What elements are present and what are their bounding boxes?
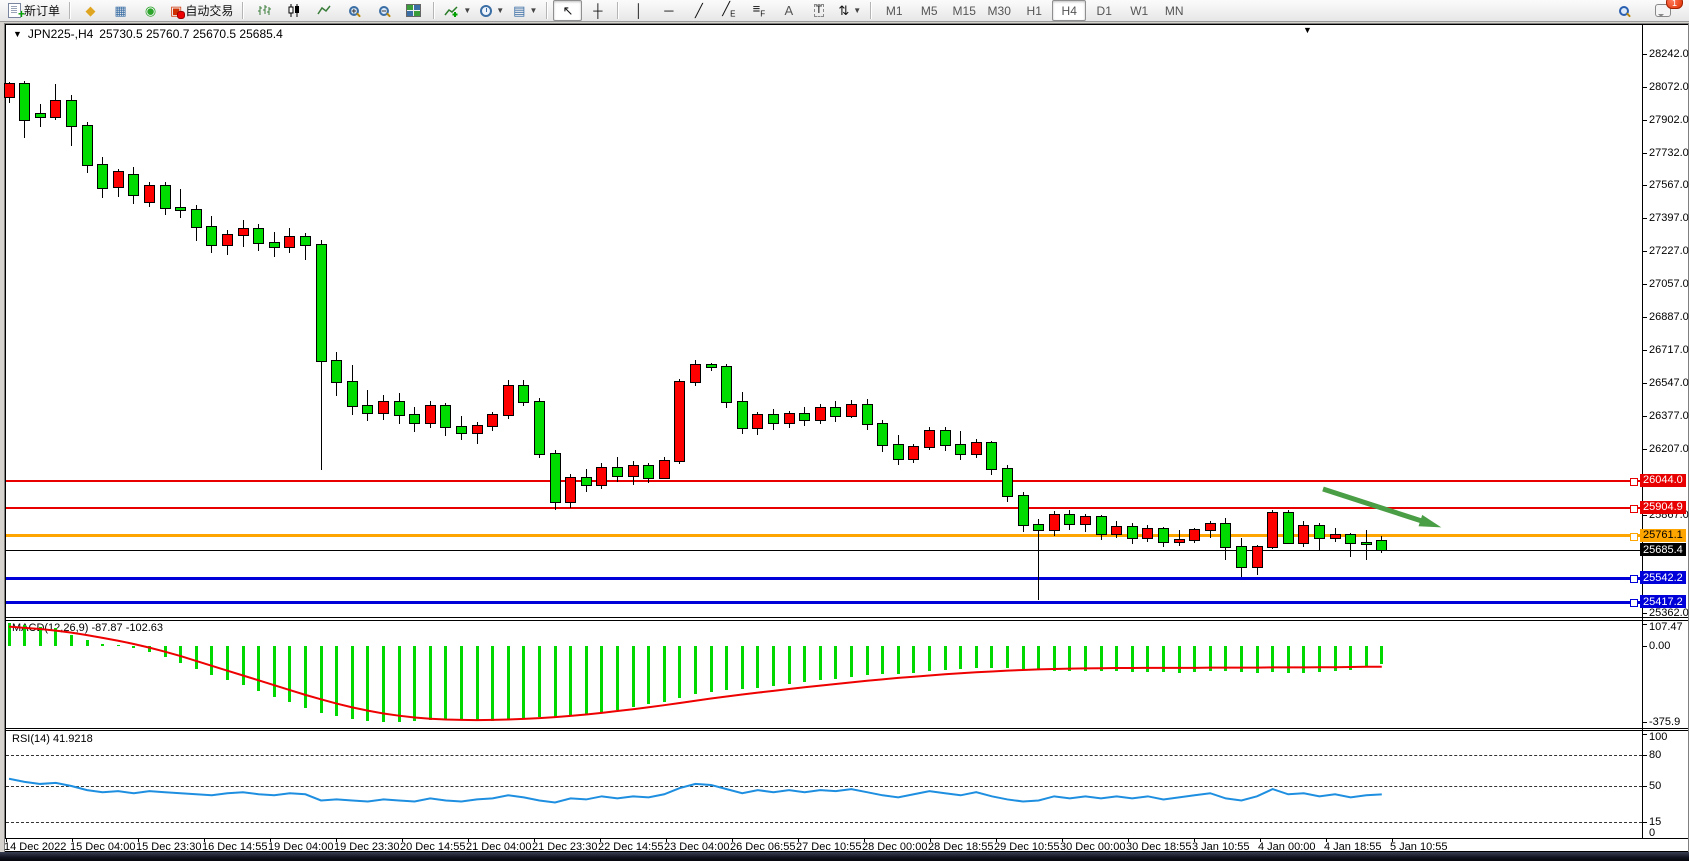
quotes-button[interactable]: ◆ [76,0,105,21]
toolbar: + 新订单 ◆ ▦ ◉ ▣ 自动交易 + − ▼ [0,0,1689,22]
cursor-icon: ↖ [562,3,574,18]
toolbar-separator [617,2,620,19]
channel-icon: ╱E [722,1,736,19]
zoom-out-button[interactable]: − [369,0,398,21]
price-line-handle[interactable] [1630,477,1638,486]
chart-title-row: ▼ JPN225-,H4 25730.5 25760.7 25670.5 256… [13,27,283,41]
fibonacci-icon: ≡F [752,1,766,19]
chart-window[interactable]: ▼ JPN225-,H4 25730.5 25760.7 25670.5 256… [4,23,1689,852]
tile-windows-icon [406,4,422,17]
price-line-handle[interactable] [1630,575,1638,584]
trendline-icon: ╱ [694,3,703,18]
data-window-icon: ▦ [114,3,127,18]
timeframe-group: M1 M5 M15 M30 H1 H4 D1 W1 MN [877,0,1191,21]
toolbar-separator [242,2,245,19]
signals-icon: ◉ [144,3,157,18]
bar-chart-icon [257,5,271,15]
timeframe-H1[interactable]: H1 [1026,3,1042,18]
text-label-tool-button[interactable]: T [804,0,833,21]
tile-windows-button[interactable] [399,0,428,21]
indicators-button[interactable]: ▼ [440,0,475,21]
templates-button[interactable]: ▤ ▼ [509,0,541,21]
channel-tool-button[interactable]: ╱E [714,0,743,21]
dropdown-arrow-icon: ▼ [853,6,862,15]
zoom-out-icon: − [378,5,389,16]
search-button[interactable] [1609,0,1638,21]
toolbar-separator [546,2,549,19]
chart-ohlc-values: 25730.5 25760.7 25670.5 25685.4 [99,27,283,41]
clock-icon [480,4,493,17]
text-icon: A [784,3,794,18]
toolbar-separator [870,2,873,19]
candlestick-mode-button[interactable] [279,0,308,21]
chart-dropdown-arrow[interactable]: ▼ [1303,25,1312,35]
text-label-icon: T [813,4,825,17]
horizontal-line-icon: ─ [664,3,674,18]
fibonacci-tool-button[interactable]: ≡F [744,0,773,21]
periods-button[interactable]: ▼ [476,0,508,21]
cursor-tool-button[interactable]: ↖ [553,0,583,21]
arrows-tool-button[interactable]: ⇅ ▼ [834,0,865,21]
timeframe-M30[interactable]: M30 [987,3,1011,18]
vertical-line-icon: │ [634,3,643,18]
auto-trading-button[interactable]: ▣ 自动交易 [166,0,237,21]
line-chart-icon [317,5,331,15]
signals-button[interactable]: ◉ [136,0,165,21]
horizontal-line-tool-button[interactable]: ─ [654,0,683,21]
template-icon: ▤ [513,3,526,18]
trendline-tool-button[interactable]: ╱ [684,0,713,21]
crosshair-tool-button[interactable]: ┼ [583,0,612,21]
text-tool-button[interactable]: A [774,0,803,21]
new-order-icon: + [8,3,25,21]
dropdown-arrow-icon: ▼ [463,6,472,15]
price-line[interactable] [6,506,1642,509]
search-icon [1618,5,1629,16]
notifications-button[interactable]: 1 [1648,0,1683,21]
notification-badge: 1 [1666,0,1683,9]
timeframe-M15[interactable]: M15 [952,3,976,18]
bar-chart-mode-button[interactable] [249,0,278,21]
price-line[interactable] [6,600,1642,604]
line-chart-mode-button[interactable] [309,0,338,21]
price-line-handle[interactable] [1630,504,1638,513]
status-bar [0,852,1689,861]
vertical-line-tool-button[interactable]: │ [624,0,653,21]
timeframe-H4[interactable]: H4 [1052,0,1087,21]
toolbar-separator [433,2,436,19]
timeframe-W1[interactable]: W1 [1130,3,1149,18]
auto-trading-label: 自动交易 [185,4,234,18]
price-line-handle[interactable] [1630,599,1638,608]
auto-trading-icon: ▣ [170,4,186,19]
price-line-handle[interactable] [1630,532,1638,541]
timeframe-D1[interactable]: D1 [1096,3,1112,18]
toolbar-separator [69,2,72,19]
price-line[interactable] [6,479,1642,482]
quotes-icon: ◆ [85,3,96,18]
price-line[interactable] [6,576,1642,580]
data-window-button[interactable]: ▦ [106,0,135,21]
dropdown-arrow-icon: ▼ [529,6,538,15]
zoom-in-button[interactable]: + [339,0,368,21]
candlestick-icon [288,4,299,17]
new-order-label: 新订单 [24,4,61,18]
chat-bubble-icon [1654,4,1671,17]
symbol-dropdown-icon[interactable]: ▼ [13,29,22,39]
price-line[interactable] [6,534,1642,538]
new-order-button[interactable]: + 新订单 [4,0,64,21]
dropdown-arrow-icon: ▼ [496,6,505,15]
arrows-icon: ⇅ [838,3,850,18]
chart-symbol-title: JPN225-,H4 [27,27,94,41]
timeframe-M1[interactable]: M1 [885,3,903,18]
crosshair-icon: ┼ [593,3,603,18]
indicators-icon [444,6,458,17]
timeframe-M5[interactable]: M5 [920,3,938,18]
timeframe-MN[interactable]: MN [1164,3,1184,18]
zoom-in-icon: + [348,5,359,16]
